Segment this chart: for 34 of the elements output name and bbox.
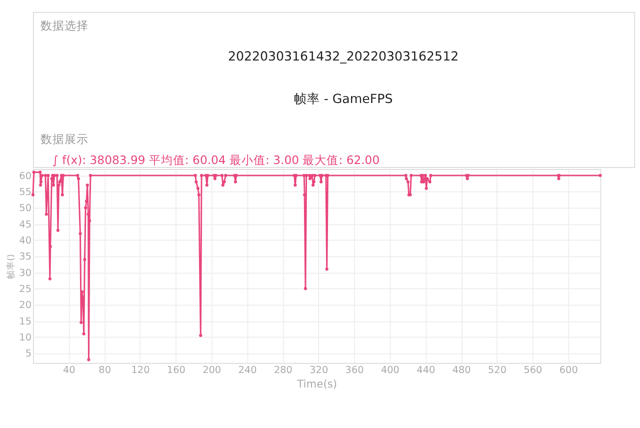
x-tick-label: 40 — [62, 365, 76, 376]
y-tick-label: 25 — [19, 284, 32, 295]
text: 数据展示 — [40, 132, 89, 146]
x-tick-label: 560 — [524, 365, 542, 376]
x-tick-label: 280 — [274, 365, 292, 376]
x-tick-label: 120 — [131, 365, 150, 376]
text: 数据选择 — [40, 18, 89, 32]
x-tick-label: 440 — [416, 365, 436, 376]
text: 20220303161432_20220303162512 — [228, 48, 459, 64]
y-tick-label: 20 — [19, 300, 32, 312]
x-tick-label: 480 — [452, 365, 471, 376]
y-tick-label: 60 — [19, 170, 32, 182]
y-tick-label: 50 — [19, 203, 32, 214]
x-tick-label: 320 — [310, 365, 328, 376]
x-tick-label: 160 — [166, 365, 186, 376]
y-tick-label: 15 — [19, 316, 32, 328]
x-tick-label: 240 — [238, 365, 257, 376]
x-tick-label: 200 — [202, 365, 222, 376]
x-tick-label: 520 — [488, 365, 507, 376]
y-tick-label: 45 — [19, 219, 32, 230]
y-axis-title: 帧率() — [5, 254, 16, 279]
y-tick-label: 10 — [19, 332, 32, 344]
y-tick-label: 30 — [19, 268, 32, 279]
x-tick-label: 600 — [559, 365, 578, 376]
x-axis-title: Time(s) — [296, 378, 338, 391]
chart-subtitle: ∫ f(x): 38083.99 平均值: 60.04 最小值: 3.00 最大值: 62.00 — [52, 153, 380, 168]
x-tick-label: 400 — [380, 365, 400, 376]
y-tick-label: 40 — [19, 235, 32, 246]
x-tick-label: 80 — [98, 365, 111, 376]
y-tick-label: 35 — [19, 252, 32, 263]
text: 帧率 - GameFPS — [294, 91, 393, 106]
x-tick-label: 360 — [345, 365, 364, 376]
y-tick-label: 55 — [19, 187, 32, 198]
y-tick-label: 5 — [25, 348, 32, 360]
